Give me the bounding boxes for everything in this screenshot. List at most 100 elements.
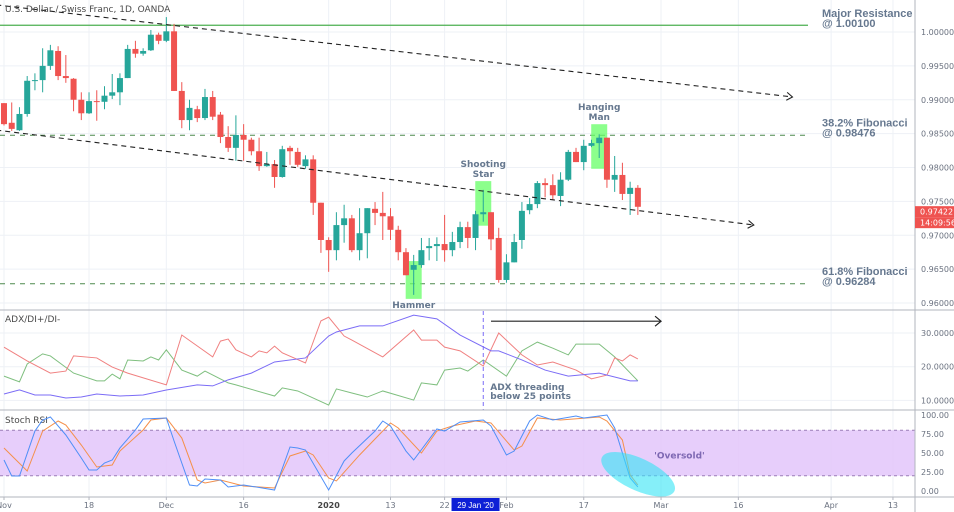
- candle[interactable]: [140, 48, 147, 56]
- candle-body: [78, 99, 85, 114]
- candle[interactable]: [62, 55, 69, 83]
- candle[interactable]: [217, 111, 224, 144]
- candle[interactable]: [101, 86, 108, 110]
- trendline[interactable]: [0, 4, 793, 98]
- candle[interactable]: [333, 212, 340, 261]
- candle[interactable]: [155, 32, 162, 45]
- candle[interactable]: [356, 208, 363, 261]
- candle[interactable]: [287, 145, 294, 165]
- candle[interactable]: [78, 92, 85, 121]
- candle[interactable]: [279, 145, 286, 178]
- adx-annotation: ADX threading: [490, 383, 564, 393]
- candle[interactable]: [549, 174, 556, 201]
- candle[interactable]: [225, 126, 232, 152]
- candle[interactable]: [480, 189, 487, 222]
- candle[interactable]: [93, 90, 100, 121]
- candle[interactable]: [348, 214, 355, 253]
- candle-body: [356, 233, 363, 251]
- candle[interactable]: [619, 162, 626, 201]
- candle[interactable]: [55, 46, 62, 81]
- candle[interactable]: [588, 139, 595, 148]
- stoch-tick-label: 25.00: [921, 468, 944, 477]
- candle[interactable]: [132, 40, 139, 58]
- level-label: Major Resistance: [822, 8, 912, 20]
- candle[interactable]: [596, 134, 603, 159]
- candle-body: [62, 76, 69, 79]
- candle[interactable]: [248, 137, 255, 156]
- candle[interactable]: [147, 29, 154, 51]
- candle[interactable]: [271, 160, 278, 188]
- candle[interactable]: [611, 155, 618, 192]
- trendline[interactable]: [0, 129, 754, 226]
- candle[interactable]: [526, 197, 533, 215]
- candle[interactable]: [379, 191, 386, 240]
- candle[interactable]: [171, 23, 178, 91]
- price-pane[interactable]: Major Resistance@ 1.00100 38.2% Fibonacci…: [0, 4, 912, 311]
- trendline-arrowhead-icon: [786, 91, 794, 101]
- candle[interactable]: [209, 90, 216, 121]
- candle[interactable]: [116, 73, 123, 106]
- candle[interactable]: [232, 115, 239, 161]
- candle[interactable]: [124, 44, 131, 79]
- candle[interactable]: [39, 48, 46, 93]
- candle[interactable]: [47, 44, 54, 70]
- candle[interactable]: [364, 208, 371, 259]
- candle[interactable]: [163, 17, 170, 43]
- candle[interactable]: [418, 237, 425, 268]
- candle[interactable]: [387, 208, 394, 240]
- candle[interactable]: [441, 214, 448, 262]
- candle[interactable]: [627, 181, 634, 215]
- candle[interactable]: [31, 73, 38, 91]
- candle[interactable]: [70, 78, 77, 112]
- candle[interactable]: [503, 254, 510, 283]
- candle[interactable]: [410, 254, 417, 295]
- price-tick-label: 0.98500: [921, 130, 954, 139]
- candle[interactable]: [511, 233, 518, 263]
- candle[interactable]: [449, 231, 456, 257]
- candle-body: [395, 229, 402, 253]
- candle[interactable]: [310, 155, 317, 215]
- candle[interactable]: [372, 202, 379, 226]
- candle[interactable]: [472, 210, 479, 251]
- candle[interactable]: [395, 225, 402, 261]
- candle-body: [372, 208, 379, 213]
- candle[interactable]: [603, 137, 610, 188]
- candle[interactable]: [542, 178, 549, 198]
- candle[interactable]: [86, 92, 93, 114]
- candle[interactable]: [573, 147, 580, 163]
- candle[interactable]: [325, 237, 332, 272]
- candle[interactable]: [341, 204, 348, 243]
- candle[interactable]: [565, 149, 572, 182]
- candle[interactable]: [426, 237, 433, 261]
- candle-body: [70, 78, 77, 100]
- candle[interactable]: [1, 103, 7, 126]
- candle[interactable]: [402, 248, 409, 276]
- candle[interactable]: [518, 202, 525, 249]
- candle[interactable]: [256, 137, 263, 171]
- candle[interactable]: [433, 237, 440, 261]
- candle[interactable]: [178, 82, 185, 129]
- candle[interactable]: [464, 221, 471, 249]
- candle[interactable]: [495, 227, 502, 283]
- candle[interactable]: [294, 147, 301, 167]
- candle[interactable]: [302, 155, 309, 169]
- candle[interactable]: [580, 139, 587, 171]
- candle[interactable]: [534, 181, 541, 209]
- candle[interactable]: [194, 105, 201, 123]
- candle[interactable]: [16, 107, 23, 131]
- candle[interactable]: [24, 76, 31, 117]
- candle[interactable]: [201, 88, 208, 121]
- stoch-rsi-pane[interactable]: Stoch RSI 'Oversold': [0, 414, 915, 506]
- candle[interactable]: [109, 74, 116, 100]
- candle[interactable]: [317, 202, 324, 253]
- candle[interactable]: [457, 221, 464, 249]
- candle[interactable]: [240, 124, 247, 161]
- candle[interactable]: [8, 102, 15, 131]
- candle[interactable]: [634, 185, 641, 215]
- candle[interactable]: [487, 212, 494, 251]
- candle[interactable]: [186, 99, 193, 131]
- candle-body: [279, 149, 286, 177]
